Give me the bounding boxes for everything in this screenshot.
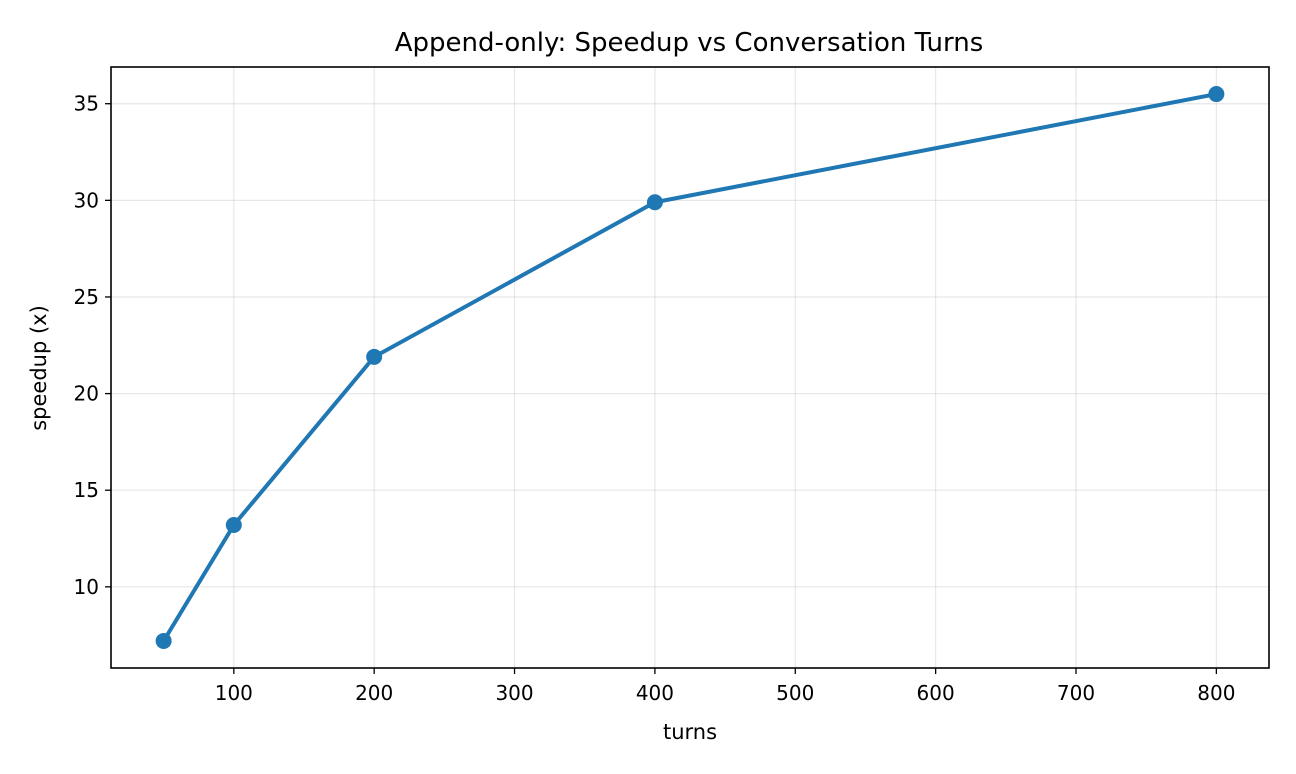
x-tick-label: 800 bbox=[1197, 681, 1235, 705]
x-tick-label: 100 bbox=[215, 681, 253, 705]
x-axis-label: turns bbox=[663, 720, 717, 744]
x-tick-label: 500 bbox=[776, 681, 814, 705]
x-tick-label: 400 bbox=[636, 681, 674, 705]
data-point bbox=[1208, 86, 1225, 103]
y-axis-label: speedup (x) bbox=[27, 305, 51, 431]
tick-layer: 100 200 300 400 500 600 700 800 10 15 20 25 30 35 bbox=[74, 92, 1236, 705]
y-tick-label: 35 bbox=[74, 92, 99, 116]
x-tick-label: 600 bbox=[917, 681, 955, 705]
y-tick-label: 10 bbox=[74, 575, 99, 599]
data-point bbox=[225, 516, 242, 533]
series-line bbox=[161, 92, 1219, 643]
x-tick-label: 300 bbox=[495, 681, 533, 705]
data-point bbox=[646, 194, 663, 211]
chart-title: Append-only: Speedup vs Conversation Tur… bbox=[395, 28, 984, 58]
x-tick-label: 200 bbox=[355, 681, 393, 705]
series-layer bbox=[155, 86, 1225, 649]
plot-frame bbox=[110, 66, 1270, 669]
y-tick-label: 20 bbox=[74, 382, 99, 406]
x-tick-label: 700 bbox=[1057, 681, 1095, 705]
y-tick-label: 15 bbox=[74, 478, 99, 502]
y-tick-label: 30 bbox=[74, 188, 99, 212]
grid-layer bbox=[111, 67, 1269, 668]
data-point bbox=[366, 348, 383, 365]
y-tick-label: 25 bbox=[74, 285, 99, 309]
data-point bbox=[155, 632, 172, 649]
